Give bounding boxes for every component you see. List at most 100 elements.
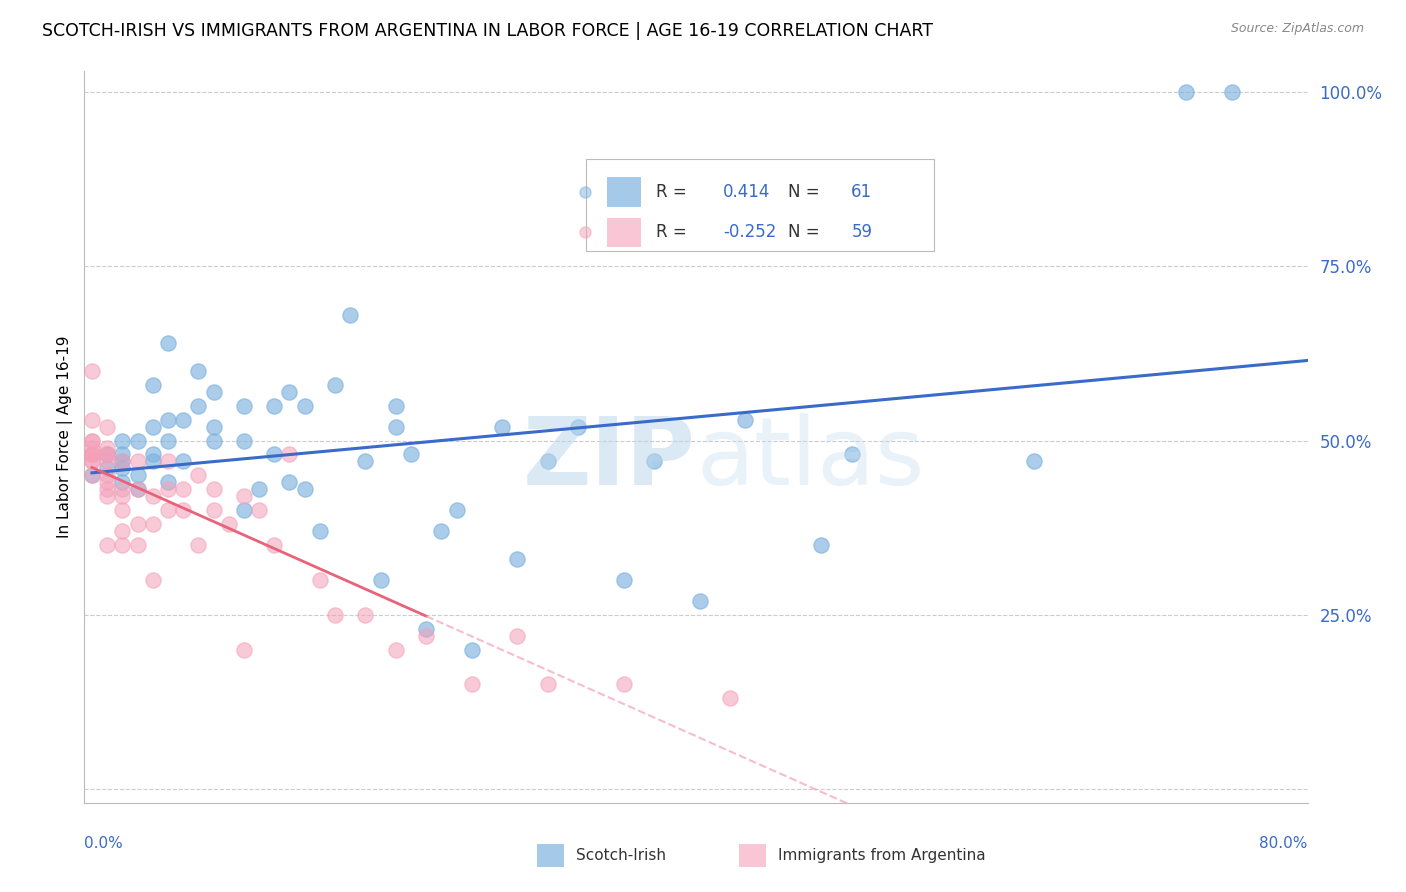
Point — [354, 454, 377, 468]
Point — [323, 377, 346, 392]
Point — [111, 489, 134, 503]
Point — [187, 399, 209, 413]
Text: SCOTCH-IRISH VS IMMIGRANTS FROM ARGENTINA IN LABOR FORCE | AGE 16-19 CORRELATION: SCOTCH-IRISH VS IMMIGRANTS FROM ARGENTIN… — [42, 22, 934, 40]
Text: N =: N = — [787, 183, 824, 201]
Point — [80, 412, 103, 426]
Point — [247, 483, 270, 497]
Point — [294, 399, 316, 413]
Point — [232, 434, 254, 448]
Point — [80, 441, 103, 455]
Point — [278, 448, 301, 462]
Point — [689, 594, 711, 608]
Point — [156, 483, 179, 497]
Point — [309, 524, 332, 538]
Text: 0.0%: 0.0% — [84, 836, 124, 851]
Y-axis label: In Labor Force | Age 16-19: In Labor Force | Age 16-19 — [58, 335, 73, 539]
Point — [613, 573, 636, 587]
Point — [80, 448, 103, 462]
Point — [506, 552, 529, 566]
Point — [127, 434, 149, 448]
Point — [142, 454, 165, 468]
Point — [111, 503, 134, 517]
Point — [156, 475, 179, 490]
Text: atlas: atlas — [696, 413, 924, 505]
Point — [142, 517, 165, 532]
Point — [111, 483, 134, 497]
Point — [172, 454, 194, 468]
Point — [385, 399, 408, 413]
Point — [127, 483, 149, 497]
Point — [1220, 85, 1243, 99]
Point — [156, 454, 179, 468]
Point — [142, 573, 165, 587]
Point — [127, 468, 149, 483]
Point — [202, 384, 225, 399]
Point — [96, 448, 118, 462]
Point — [370, 573, 392, 587]
Point — [202, 483, 225, 497]
Text: 80.0%: 80.0% — [1260, 836, 1308, 851]
Point — [111, 434, 134, 448]
Point — [80, 434, 103, 448]
Point — [718, 691, 741, 706]
FancyBboxPatch shape — [537, 844, 564, 867]
Text: Source: ZipAtlas.com: Source: ZipAtlas.com — [1230, 22, 1364, 36]
Point — [96, 461, 118, 475]
Point — [96, 448, 118, 462]
Text: 59: 59 — [851, 223, 872, 241]
Point — [111, 454, 134, 468]
Point — [643, 454, 665, 468]
Point — [172, 483, 194, 497]
Point — [415, 622, 437, 636]
Point — [202, 434, 225, 448]
Point — [80, 468, 103, 483]
Text: 0.414: 0.414 — [723, 183, 770, 201]
FancyBboxPatch shape — [586, 159, 935, 251]
Point — [339, 308, 361, 322]
Point — [127, 538, 149, 552]
Point — [446, 503, 468, 517]
Point — [111, 538, 134, 552]
Point — [96, 538, 118, 552]
Point — [491, 419, 513, 434]
Point — [142, 448, 165, 462]
Point — [127, 517, 149, 532]
Point — [537, 454, 560, 468]
Point — [142, 489, 165, 503]
Point — [1175, 85, 1198, 99]
Point — [278, 384, 301, 399]
Point — [172, 503, 194, 517]
Text: Immigrants from Argentina: Immigrants from Argentina — [778, 848, 986, 863]
Text: -0.252: -0.252 — [723, 223, 776, 241]
Point — [461, 642, 484, 657]
Point — [80, 454, 103, 468]
Point — [187, 468, 209, 483]
Point — [172, 412, 194, 426]
Point — [156, 336, 179, 351]
Point — [111, 454, 134, 468]
Point — [111, 448, 134, 462]
Point — [247, 503, 270, 517]
Point — [232, 642, 254, 657]
Point — [415, 629, 437, 643]
Point — [80, 434, 103, 448]
Point — [232, 399, 254, 413]
Point — [278, 475, 301, 490]
Point — [232, 503, 254, 517]
Text: N =: N = — [787, 223, 824, 241]
Point — [263, 538, 285, 552]
Point — [399, 448, 422, 462]
Point — [111, 461, 134, 475]
FancyBboxPatch shape — [606, 218, 641, 247]
Point — [156, 412, 179, 426]
FancyBboxPatch shape — [738, 844, 766, 867]
Point — [80, 448, 103, 462]
Point — [80, 468, 103, 483]
Point — [156, 434, 179, 448]
Point — [96, 483, 118, 497]
FancyBboxPatch shape — [606, 178, 641, 207]
Point — [461, 677, 484, 691]
Point — [232, 489, 254, 503]
Point — [385, 642, 408, 657]
Point — [80, 448, 103, 462]
